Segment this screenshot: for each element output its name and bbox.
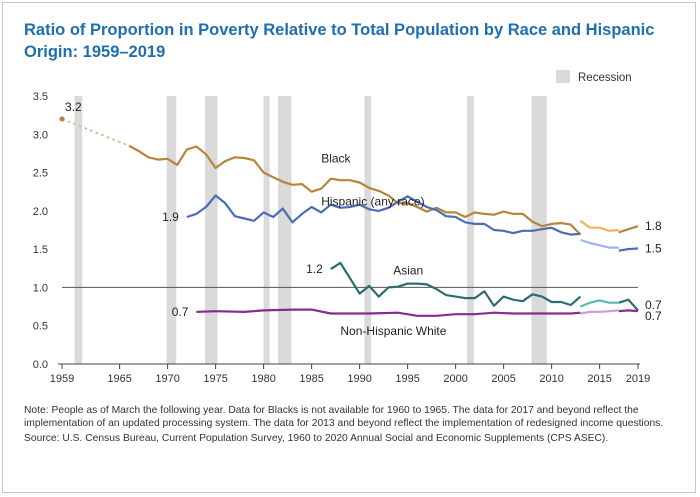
x-tick-label: 2005 bbox=[491, 373, 515, 385]
y-tick-label: 3.5 bbox=[33, 91, 48, 103]
recession-bar bbox=[467, 96, 474, 364]
series-point bbox=[59, 116, 65, 122]
legend-recession-swatch bbox=[556, 70, 570, 83]
series-label: Non-Hispanic White bbox=[340, 324, 446, 338]
series-line-tail bbox=[618, 298, 639, 312]
data-label: 3.2 bbox=[65, 100, 82, 114]
data-label: 0.7 bbox=[645, 309, 662, 323]
x-tick-label: 1985 bbox=[299, 373, 323, 385]
x-tick-label: 2010 bbox=[539, 373, 563, 385]
series-dashed-line bbox=[61, 118, 130, 147]
data-label: 1.5 bbox=[645, 241, 662, 255]
series-line bbox=[128, 144, 582, 236]
y-tick-label: 1.5 bbox=[33, 244, 48, 256]
series-line-extension bbox=[579, 299, 619, 308]
series-line-tail bbox=[618, 309, 639, 313]
recession-bar bbox=[166, 96, 177, 364]
x-tick-label: 2015 bbox=[587, 373, 611, 385]
recession-bar bbox=[205, 96, 218, 364]
recession-bar bbox=[364, 96, 372, 364]
data-label: 0.7 bbox=[645, 298, 662, 312]
data-label: 0.7 bbox=[172, 305, 189, 319]
x-tick-label: 1959 bbox=[50, 373, 74, 385]
series-label: Hispanic (any race) bbox=[321, 194, 424, 208]
recession-bar bbox=[74, 96, 83, 364]
series-line-tail bbox=[618, 247, 639, 252]
series-line-extension bbox=[580, 309, 619, 315]
recession-bar bbox=[278, 96, 292, 364]
x-tick-label: 1995 bbox=[395, 373, 419, 385]
series-line bbox=[186, 194, 581, 236]
legend: Recession bbox=[556, 70, 632, 84]
x-tick-label: 1975 bbox=[203, 373, 227, 385]
series-label: Black bbox=[321, 152, 351, 166]
series-line bbox=[196, 308, 581, 317]
x-tick-label: 1970 bbox=[155, 373, 179, 385]
x-tick-label: 2000 bbox=[443, 373, 467, 385]
chart-title: Ratio of Proportion in Poverty Relative … bbox=[24, 21, 655, 61]
y-tick-label: 2.0 bbox=[33, 206, 48, 218]
series-line bbox=[330, 261, 582, 307]
x-tick-label: 1980 bbox=[251, 373, 275, 385]
source-text: Source: U.S. Census Bureau, Current Popu… bbox=[24, 433, 609, 445]
y-tick-label: 3.0 bbox=[33, 129, 48, 141]
series-label: Asian bbox=[393, 263, 423, 277]
figure-frame bbox=[2, 2, 696, 493]
x-tick-label: 2019 bbox=[626, 373, 650, 385]
y-tick-label: 2.5 bbox=[33, 168, 48, 180]
x-tick-label: 1965 bbox=[107, 373, 131, 385]
recession-bar bbox=[263, 96, 270, 364]
series-line-tail bbox=[618, 225, 639, 234]
data-label: 1.2 bbox=[306, 262, 323, 276]
data-label: 1.9 bbox=[162, 210, 179, 224]
notes-block: Note: People as of March the following y… bbox=[24, 405, 674, 446]
x-tick-label: 1990 bbox=[347, 373, 371, 385]
note-text: Note: People as of March the following y… bbox=[24, 405, 664, 429]
data-label: 1.8 bbox=[645, 219, 662, 233]
y-tick-label: 1.0 bbox=[33, 282, 48, 294]
y-tick-label: 0.0 bbox=[33, 359, 48, 371]
series-line-extension bbox=[579, 219, 619, 232]
legend-recession-label: Recession bbox=[578, 72, 632, 84]
y-tick-label: 0.5 bbox=[33, 321, 48, 333]
series-line-extension bbox=[580, 238, 619, 249]
